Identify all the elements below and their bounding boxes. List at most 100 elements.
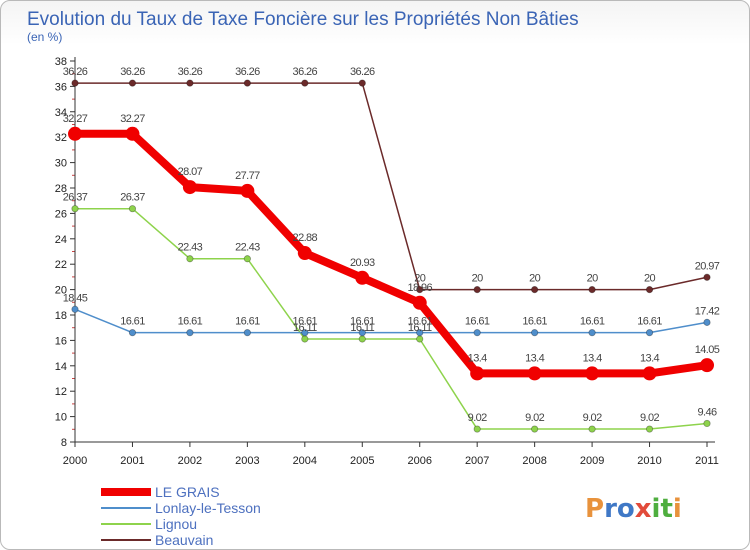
x-tick-label: 2008 (522, 455, 546, 467)
x-tick-label: 2009 (580, 455, 604, 467)
data-label: 9.02 (525, 412, 544, 424)
chart-title: Evolution du Taux de Taxe Foncière sur l… (27, 9, 579, 30)
data-label: 36.26 (350, 66, 375, 78)
data-label: 20 (472, 273, 484, 285)
data-label: 13.4 (468, 352, 487, 364)
y-tick-label: 38 (55, 56, 67, 68)
data-point (186, 255, 194, 263)
data-label: 36.26 (63, 66, 88, 78)
legend-label-1: Lonlay-le-Tesson (155, 500, 261, 516)
data-point (531, 329, 539, 337)
series-line-1 (74, 308, 708, 334)
data-label: 16.11 (408, 322, 432, 334)
data-point (68, 126, 82, 141)
data-label: 9.02 (468, 412, 487, 424)
logo-letter: i (652, 494, 661, 524)
x-tick-label: 2006 (407, 455, 431, 467)
proxiti-logo: Proxiti (585, 494, 682, 524)
data-label: 16.61 (637, 316, 662, 328)
data-point (128, 79, 137, 87)
data-point (243, 79, 251, 87)
data-point (243, 329, 251, 337)
data-label: 27.77 (235, 170, 260, 182)
data-label: 36.26 (178, 66, 203, 78)
x-tick-label: 2001 (120, 455, 144, 467)
data-point (128, 205, 137, 213)
data-label: 20 (587, 273, 599, 285)
data-label: 16.61 (407, 316, 432, 328)
data-label: 26.37 (120, 192, 145, 204)
data-point (301, 335, 309, 343)
data-label: 20 (644, 273, 656, 285)
logo-letter: r (604, 494, 617, 524)
data-label: 32.27 (63, 113, 88, 125)
y-tick-label: 30 (55, 158, 67, 170)
data-point (645, 329, 654, 337)
x-tick-label: 2000 (63, 455, 87, 467)
data-label: 26.37 (63, 192, 88, 204)
x-tick-label: 2010 (637, 455, 661, 467)
logo-letter: o (617, 494, 635, 524)
data-point (186, 329, 194, 337)
data-point (703, 318, 711, 326)
data-point (473, 425, 481, 433)
data-point (125, 126, 140, 141)
data-point (527, 366, 542, 381)
y-tick-label: 10 (55, 412, 67, 424)
data-label: 22.43 (178, 242, 203, 254)
data-point (71, 205, 79, 213)
series-line-3 (74, 82, 708, 291)
x-tick-label: 2005 (350, 455, 374, 467)
data-point (71, 79, 79, 87)
series-line-0 (71, 129, 711, 378)
data-label: 16.11 (350, 322, 374, 334)
legend-label-0: LE GRAIS (155, 484, 220, 500)
data-point (186, 79, 194, 87)
y-tick-label: 12 (55, 386, 67, 398)
data-label: 9.02 (583, 412, 602, 424)
data-label: 16.61 (120, 316, 145, 328)
chart-subtitle: (en %) (27, 30, 62, 44)
data-label: 16.61 (465, 316, 490, 328)
data-point (358, 335, 366, 343)
data-label: 36.26 (235, 66, 260, 78)
legend-label-2: Lignou (155, 516, 197, 532)
data-label: 14.05 (695, 344, 720, 356)
y-tick-label: 36 (55, 81, 67, 93)
data-label: 16.61 (522, 316, 547, 328)
data-label: 28.07 (178, 166, 203, 178)
data-point (703, 273, 711, 281)
y-tick-label: 28 (55, 183, 67, 195)
data-point (128, 329, 137, 337)
data-point (301, 329, 309, 337)
y-tick-label: 8 (61, 437, 67, 449)
logo-letter: x (635, 494, 652, 524)
logo-letter: t (660, 494, 672, 524)
data-label: 9.02 (640, 412, 659, 424)
x-tick-label: 2004 (293, 455, 317, 467)
y-tick-label: 20 (55, 285, 67, 297)
y-tick-label: 16 (55, 335, 67, 347)
data-point (355, 270, 370, 285)
data-point (588, 425, 596, 433)
y-tick-label: 14 (55, 361, 67, 373)
data-point (358, 79, 366, 87)
data-point (700, 358, 714, 373)
y-tick-label: 26 (55, 208, 67, 220)
y-tick-label: 34 (55, 107, 67, 119)
data-label: 20.93 (350, 257, 375, 269)
data-label: 16.61 (293, 316, 318, 328)
logo-text: Proxiti (585, 494, 682, 524)
data-point (588, 285, 596, 294)
data-label: 16.61 (580, 316, 605, 328)
data-label: 36.26 (293, 66, 318, 78)
data-point (71, 305, 79, 313)
data-point (243, 255, 251, 263)
data-point (416, 285, 424, 294)
x-tick-label: 2007 (465, 455, 489, 467)
data-point (531, 285, 539, 294)
data-label: 36.26 (120, 66, 145, 78)
